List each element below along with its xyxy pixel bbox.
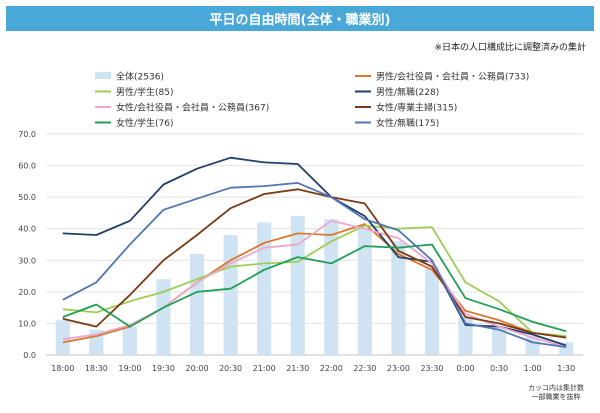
bar-overall — [122, 326, 137, 355]
bar-overall — [156, 279, 171, 355]
line-series — [62, 156, 567, 348]
y-tick-label: 20.0 — [18, 288, 36, 297]
x-tick-label: 21:00 — [253, 364, 276, 373]
x-tick-label: 18:00 — [51, 364, 74, 373]
x-tick-label: 22:30 — [353, 364, 376, 373]
x-tick-label: 0:30 — [490, 364, 508, 373]
x-tick-label: 19:30 — [152, 364, 175, 373]
adjustment-note: ※日本の人口構成比に調整済みの集計 — [434, 43, 586, 53]
y-tick-label: 40.0 — [18, 225, 36, 234]
y-tick-label: 0.0 — [23, 351, 36, 360]
legend-swatch — [95, 72, 111, 79]
footnote-excerpt: 一部職業を抜粋 — [531, 393, 581, 401]
series-line — [62, 224, 567, 337]
x-tick-label: 20:30 — [219, 364, 242, 373]
bar-overall — [257, 222, 272, 355]
legend-label: 男性/学生(85) — [116, 86, 174, 98]
x-tick-label: 21:30 — [286, 364, 309, 373]
bar-overall — [424, 266, 440, 355]
bar-overall — [290, 216, 305, 355]
legend: 全体(2536) 男性/会社役員・会社員・公務員(733) 男性/学生(85) 男性/… — [95, 71, 529, 129]
series-line — [62, 188, 567, 339]
x-tick-label: 23:00 — [387, 364, 410, 373]
legend-label: 男性/無職(228) — [376, 86, 439, 98]
x-tick-label: 23:30 — [420, 364, 443, 373]
x-tick-label: 18:30 — [85, 364, 108, 373]
x-tick-label: 0:00 — [457, 364, 475, 373]
bar-overall — [55, 320, 70, 355]
bar-overall — [324, 219, 339, 355]
bar-overall — [223, 235, 238, 355]
y-tick-label: 50.0 — [18, 193, 36, 202]
bar-series — [55, 216, 574, 355]
chart-title: 平日の自由時間(全体・職業別) — [6, 6, 594, 31]
footnote: カッコ内は集計数 一部職業を抜粋 — [528, 384, 584, 402]
series-line — [62, 181, 567, 348]
axis-labels: 0.0 10.0 20.0 30.0 40.0 50.0 60.0 70.0 18:00 18:3… — [18, 130, 575, 373]
x-tick-label: 22:00 — [320, 364, 343, 373]
x-tick-label: 19:00 — [118, 364, 141, 373]
bar-overall — [357, 228, 372, 355]
footnote-count: カッコ内は集計数 — [528, 384, 584, 392]
x-tick-label: 1:30 — [557, 364, 575, 373]
bar-overall — [189, 253, 205, 355]
y-tick-label: 70.0 — [18, 130, 36, 139]
x-tick-label: 20:00 — [186, 364, 209, 373]
legend-label: 女性/専業主婦(315) — [376, 102, 457, 114]
legend-label: 男性/会社役員・会社員・公務員(733) — [376, 71, 529, 83]
legend-label: 女性/会社役員・会社員・公務員(367) — [116, 102, 269, 114]
legend-label: 全体(2536) — [116, 71, 164, 83]
legend-label: 女性/学生(76) — [116, 117, 174, 129]
series-line — [62, 243, 567, 333]
x-tick-label: 1:00 — [524, 364, 542, 373]
y-tick-label: 60.0 — [18, 162, 36, 171]
y-tick-label: 30.0 — [18, 256, 36, 265]
legend-label: 女性/無職(175) — [376, 117, 439, 129]
series-line — [62, 223, 567, 344]
bar-overall — [458, 317, 473, 355]
bar-overall — [391, 241, 406, 355]
y-tick-label: 10.0 — [18, 319, 36, 328]
bar-overall — [492, 326, 507, 355]
